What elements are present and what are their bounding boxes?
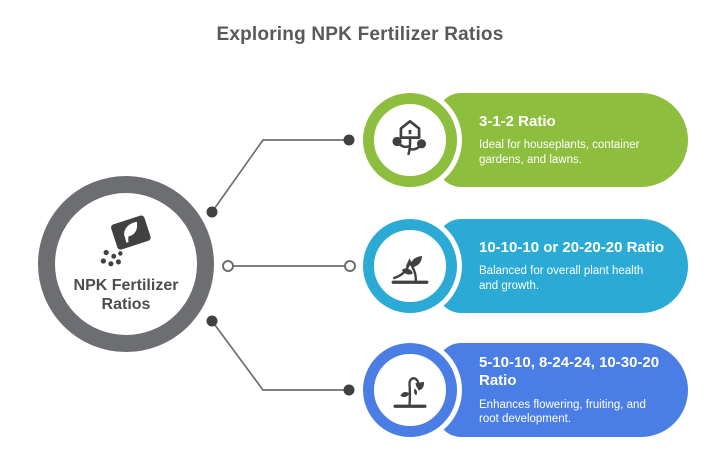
card-title: 3-1-2 Ratio: [479, 112, 556, 130]
card-body: 10-10-10 or 20-20-20 Ratio Balanced for …: [437, 219, 688, 313]
connector-dot: [343, 384, 355, 396]
growth-sprout-icon: [391, 255, 429, 284]
card-body: 5-10-10, 8-24-24, 10-30-20 Ratio Enhance…: [437, 343, 688, 437]
ratio-card-balanced: 10-10-10 or 20-20-20 Ratio Balanced for …: [363, 219, 688, 313]
card-description: Enhances flowering, fruiting, and root d…: [479, 398, 646, 426]
houseplant-icon: [392, 119, 427, 156]
card-description: Ideal for houseplants, container gardens…: [479, 139, 640, 166]
card-icon-badge: [363, 219, 457, 313]
wilting-flower-icon: [393, 377, 427, 408]
connector-dot: [206, 315, 218, 327]
connector-line-top: [211, 139, 349, 213]
icon-ring: [363, 93, 457, 187]
ratio-card-bloom: 5-10-10, 8-24-24, 10-30-20 Ratio Enhance…: [363, 343, 688, 437]
connector-node-open: [344, 260, 356, 272]
icon-ring: [363, 343, 457, 437]
card-icon-badge: [363, 93, 457, 187]
fertilizer-bag-icon: [100, 215, 151, 267]
card-icon-badge: [363, 343, 457, 437]
icon-ring: [363, 219, 457, 313]
connector-dot: [343, 134, 355, 146]
page-title: Exploring NPK Fertilizer Ratios: [216, 24, 504, 45]
card-title: 5-10-10, 8-24-24, 10-30-20 Ratio: [479, 353, 660, 390]
connector-node-open: [222, 260, 234, 272]
connector-line-bottom: [211, 320, 349, 391]
card-description: Balanced for overall plant health and gr…: [479, 265, 644, 292]
ratio-card-3-1-2: 3-1-2 Ratio Ideal for houseplants, conta…: [363, 93, 688, 187]
card-title: 10-10-10 or 20-20-20 Ratio: [479, 238, 665, 256]
connector-dot: [206, 206, 218, 218]
central-topic-circle: NPK Fertilizer Ratios: [38, 176, 214, 352]
central-topic-label: NPK Fertilizer Ratios: [73, 277, 179, 313]
card-body: 3-1-2 Ratio Ideal for houseplants, conta…: [437, 93, 688, 187]
